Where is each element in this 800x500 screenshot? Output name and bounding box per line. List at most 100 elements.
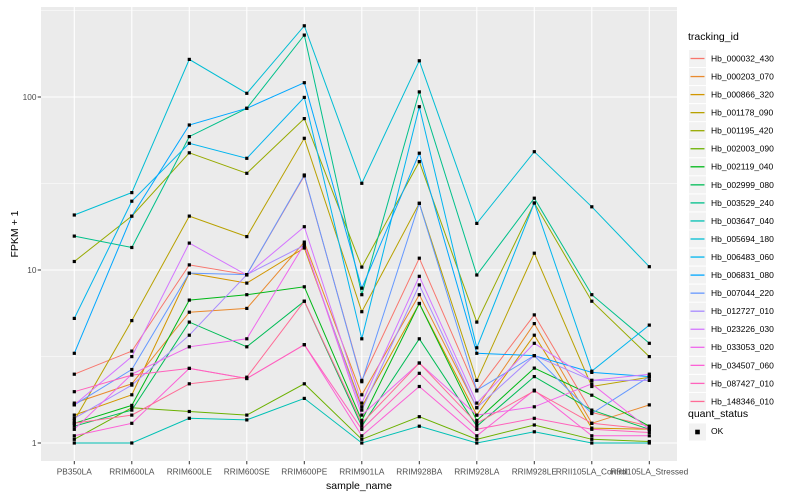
legend-key-label: Hb_005694_180 bbox=[711, 234, 774, 244]
data-point bbox=[360, 424, 364, 428]
data-point bbox=[302, 136, 306, 140]
data-point bbox=[72, 403, 76, 407]
data-point bbox=[130, 367, 134, 372]
data-point bbox=[360, 393, 364, 397]
data-point bbox=[302, 382, 306, 386]
legend-key-label: Hb_012727_010 bbox=[711, 306, 774, 316]
y-axis-title: FPKM + 1 bbox=[8, 210, 21, 258]
data-point bbox=[72, 213, 76, 217]
y-tick-label: 1 bbox=[32, 438, 37, 448]
data-point bbox=[647, 265, 651, 269]
data-point bbox=[302, 299, 306, 303]
data-point bbox=[187, 409, 191, 414]
data-point bbox=[245, 171, 249, 175]
data-point bbox=[475, 378, 479, 382]
data-point bbox=[130, 393, 134, 397]
data-point bbox=[187, 57, 191, 61]
data-point bbox=[130, 408, 134, 412]
data-point bbox=[245, 156, 249, 160]
data-point bbox=[417, 301, 421, 306]
data-point bbox=[72, 316, 76, 320]
data-point bbox=[360, 418, 364, 423]
data-point bbox=[532, 389, 536, 393]
x-tick-label: RRII105LA_Stressed bbox=[610, 467, 688, 477]
data-point bbox=[302, 117, 306, 121]
legend-key-label: Hb_003647_040 bbox=[711, 216, 774, 226]
data-point bbox=[360, 293, 364, 297]
data-point bbox=[187, 298, 191, 302]
legend-key-label: Hb_001195_420 bbox=[711, 126, 774, 136]
data-point bbox=[130, 383, 134, 387]
data-point bbox=[130, 441, 134, 445]
data-point bbox=[417, 361, 421, 365]
x-axis-title: sample_name bbox=[326, 480, 392, 492]
data-point bbox=[475, 413, 479, 417]
data-point bbox=[417, 90, 421, 94]
data-point bbox=[475, 424, 479, 428]
data-point bbox=[475, 388, 479, 392]
legend-key-label: Hb_000032_430 bbox=[711, 53, 774, 63]
data-point bbox=[130, 214, 134, 218]
data-point bbox=[590, 205, 594, 209]
data-point bbox=[245, 337, 249, 341]
data-point bbox=[647, 378, 651, 382]
data-point bbox=[647, 372, 651, 376]
data-point bbox=[130, 199, 134, 203]
legend-key-label: Hb_006831_080 bbox=[711, 270, 774, 280]
x-tick-label: RRIM600PE bbox=[281, 467, 328, 477]
data-point bbox=[532, 405, 536, 409]
legend-title-quant-status: quant_status bbox=[688, 408, 749, 420]
data-point bbox=[590, 293, 594, 297]
data-point bbox=[475, 434, 479, 438]
legend-key-label: Hb_034507_060 bbox=[711, 360, 774, 370]
data-point bbox=[130, 191, 134, 195]
y-tick-label: 100 bbox=[23, 92, 37, 102]
data-point bbox=[130, 245, 134, 250]
data-point bbox=[417, 415, 421, 419]
data-point bbox=[72, 259, 76, 264]
legend-key-label: Hb_002003_090 bbox=[711, 144, 774, 154]
data-point bbox=[590, 370, 594, 374]
x-tick-label: RRIM600SE bbox=[224, 467, 271, 477]
data-point bbox=[72, 234, 76, 238]
x-tick-label: RRIM600LE bbox=[167, 467, 213, 477]
x-tick-label: RRIM901LA bbox=[339, 467, 385, 477]
data-point bbox=[187, 310, 191, 314]
data-point bbox=[532, 375, 536, 379]
data-point bbox=[245, 281, 249, 285]
data-point bbox=[590, 437, 594, 441]
data-point bbox=[72, 424, 76, 428]
data-point bbox=[72, 416, 76, 420]
data-point bbox=[302, 240, 306, 244]
data-point bbox=[360, 286, 364, 290]
data-point bbox=[532, 201, 536, 205]
x-tick-label: RRII105LA_Control bbox=[556, 467, 628, 477]
data-point bbox=[647, 430, 651, 435]
legend-key-label: Hb_000866_320 bbox=[711, 90, 774, 100]
data-point bbox=[302, 225, 306, 229]
data-point bbox=[532, 366, 536, 370]
data-point bbox=[72, 421, 76, 425]
data-point bbox=[475, 427, 479, 431]
data-point bbox=[647, 375, 651, 379]
legend-key-label: Hb_033053_020 bbox=[711, 342, 774, 352]
data-point bbox=[302, 396, 306, 400]
data-point bbox=[590, 378, 594, 382]
data-point bbox=[590, 393, 594, 397]
data-point bbox=[245, 235, 249, 239]
data-point bbox=[532, 430, 536, 434]
data-point bbox=[360, 434, 364, 438]
data-point bbox=[130, 406, 134, 410]
data-point bbox=[72, 437, 76, 441]
x-tick-label: PB350LA bbox=[57, 467, 93, 477]
data-point bbox=[72, 390, 76, 394]
data-point bbox=[417, 337, 421, 341]
data-point bbox=[72, 441, 76, 445]
data-point bbox=[532, 354, 536, 358]
data-point bbox=[360, 427, 364, 431]
data-point bbox=[590, 299, 594, 303]
legend-key-label: Hb_148346_010 bbox=[711, 396, 774, 406]
data-point bbox=[130, 403, 134, 407]
data-point bbox=[187, 263, 191, 267]
data-point bbox=[417, 371, 421, 375]
